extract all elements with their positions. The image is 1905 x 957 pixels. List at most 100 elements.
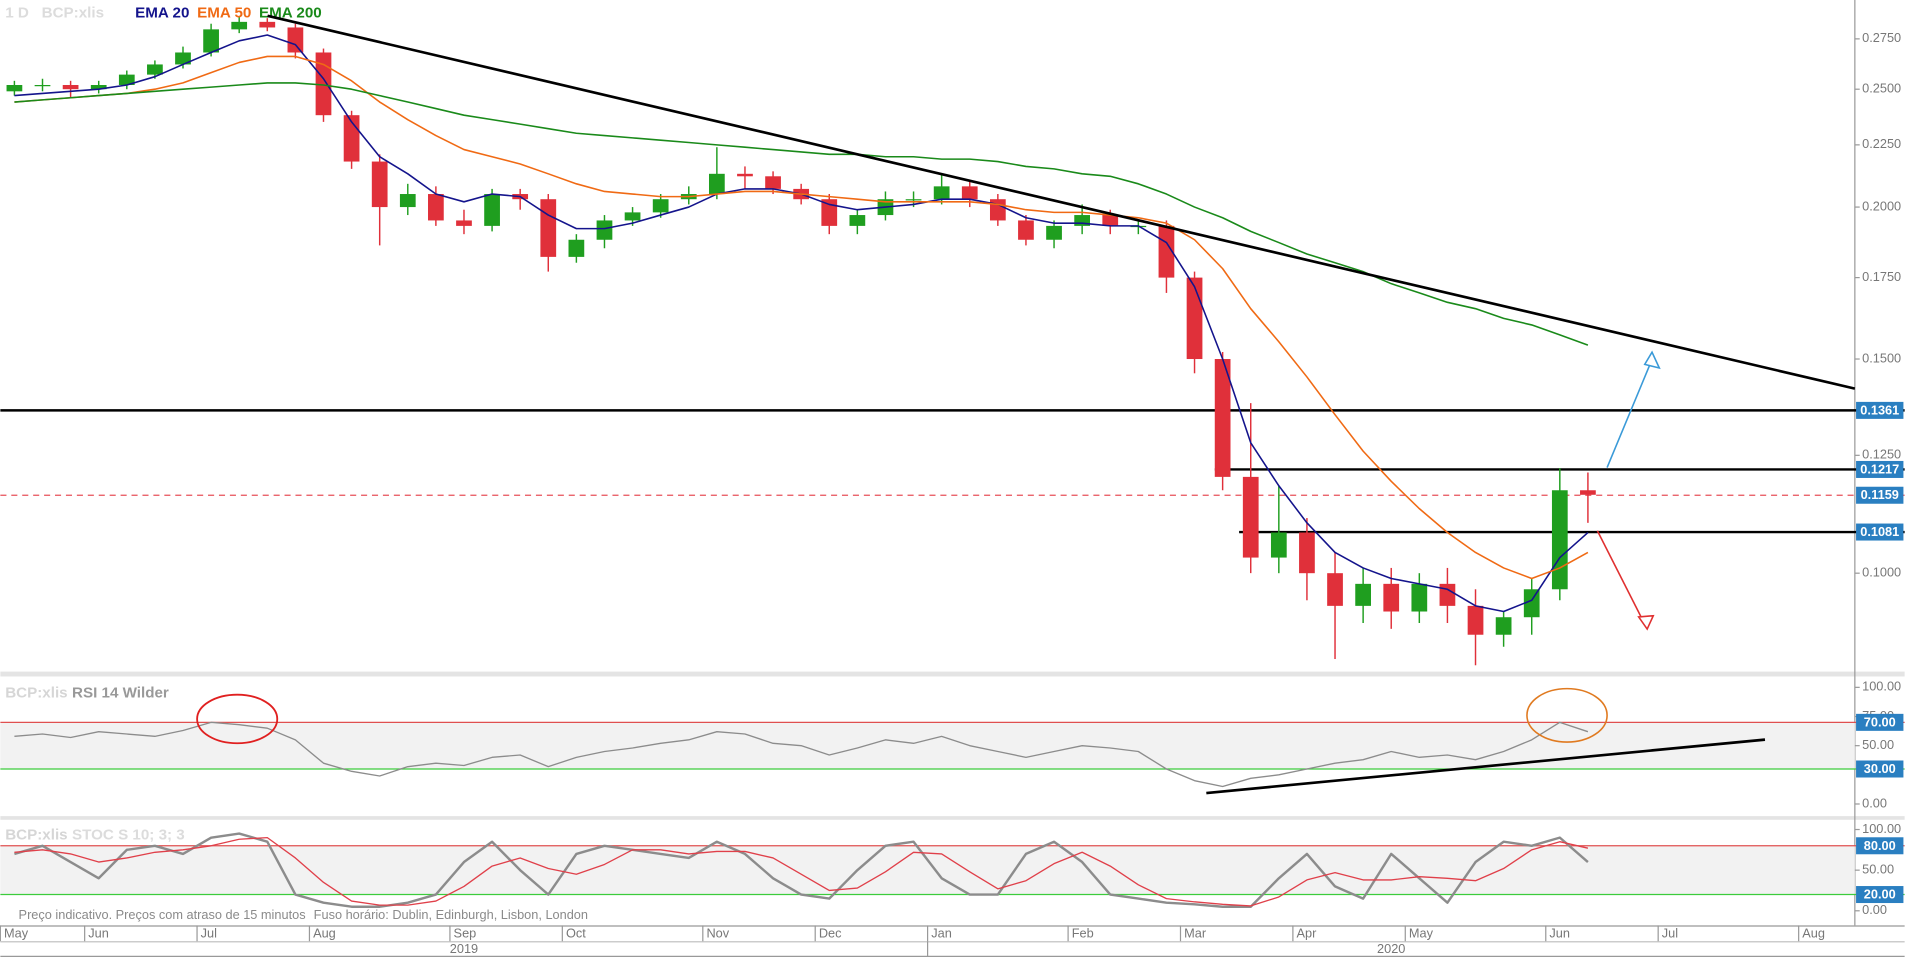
arrow-down (1596, 530, 1644, 620)
candle-body (737, 173, 753, 177)
candle-body (1018, 220, 1034, 240)
candle-body (1411, 583, 1428, 612)
candle-body (989, 199, 1006, 221)
candle-body (933, 186, 950, 200)
y-tick-label: 0.00 (1862, 795, 1887, 810)
candle-body (203, 29, 219, 53)
panel-symbol: BCP:xlis (5, 684, 67, 701)
candle-body (1355, 583, 1371, 606)
candle-body (1299, 532, 1315, 574)
highlight-circle (1526, 687, 1608, 743)
candle-body (399, 194, 416, 208)
x-tick-label: Jan (931, 925, 952, 940)
x-tick-label: Sep (454, 925, 477, 940)
candle-body (484, 194, 500, 226)
value-badge (1856, 460, 1904, 478)
x-tick-label: Dec (819, 925, 842, 940)
x-tick-label: Mar (1184, 925, 1207, 940)
value-badge-label: 0.1159 (1861, 487, 1899, 502)
legend-entry: EMA 200 (259, 4, 322, 21)
candle-body (287, 27, 304, 53)
footnote: Fuso horário: Dublin, Edinburgh, Lisbon,… (314, 907, 588, 922)
value-badge-label: 20.00 (1864, 887, 1896, 902)
value-badge (1856, 523, 1904, 541)
candle-body (765, 176, 781, 189)
candle-body (1495, 617, 1512, 635)
x-tick-label: Nov (706, 925, 729, 940)
candle-body (708, 173, 725, 195)
value-badge-label: 80.00 (1864, 838, 1896, 853)
candle-body (652, 199, 669, 213)
y-tick-label: 0.2000 (1862, 198, 1901, 213)
candle-body (1523, 589, 1540, 618)
candle-body (371, 161, 388, 208)
value-badge (1856, 401, 1904, 419)
candle-body (849, 215, 866, 226)
candle-body (118, 74, 135, 86)
y-tick-label: 0.1000 (1862, 565, 1901, 580)
panel-separator (0, 671, 1905, 677)
candle-body (1242, 476, 1259, 558)
candle-body (1551, 490, 1568, 590)
candle-body (315, 52, 332, 116)
value-badge-label: 70.00 (1864, 714, 1896, 729)
candle-body (1158, 225, 1175, 278)
x-tick-label: Jul (201, 925, 217, 940)
x-tick-label: May (1409, 925, 1434, 940)
panel-title: STOC S 10; 3; 3 (72, 827, 185, 844)
x-tick-label: Apr (1297, 925, 1318, 940)
indicator-line (14, 836, 1589, 907)
value-badge-label: 0.1217 (1860, 461, 1899, 476)
panel-title: RSI 14 Wilder (72, 684, 169, 701)
y-tick-label: 0.1250 (1862, 447, 1901, 462)
ema-line (14, 34, 1589, 613)
x-tick-label: Aug (1802, 925, 1825, 940)
ema-line (14, 82, 1589, 346)
y-tick-label: 0.2750 (1862, 30, 1901, 45)
candle-body (1102, 215, 1119, 226)
value-badge (1856, 713, 1904, 731)
layers: BCP:xlis RSI 14 Wilder BCP:xlis STOC S 10; … (0, 4, 1905, 922)
y-tick-label: 0.2250 (1862, 136, 1901, 151)
x-tick-label: Jun (88, 925, 109, 940)
candle-body (1580, 490, 1596, 495)
annotations (196, 14, 1856, 795)
candle-body (568, 239, 585, 257)
candle-body (540, 199, 557, 257)
value-badge-label: 0.1361 (1860, 402, 1899, 417)
arrow-head (1637, 614, 1655, 631)
candle-body (175, 52, 191, 65)
candle-body (456, 220, 472, 226)
symbol: BCP:xlis (42, 4, 104, 21)
candle-body (1046, 225, 1062, 240)
candle-body (90, 85, 107, 90)
candle-body (1214, 359, 1231, 477)
candle-body (624, 212, 641, 221)
candle-body (259, 21, 276, 28)
candle-body (231, 21, 248, 30)
candle-body (1327, 573, 1343, 606)
candle-body (147, 64, 163, 75)
legend-entry: EMA 20 (135, 4, 189, 21)
x-tick-label: Feb (1072, 925, 1094, 940)
arrow-head (1643, 350, 1661, 370)
arrow-up (1606, 359, 1653, 468)
candle-body (961, 186, 978, 200)
y-tick-label: 0.00 (1862, 902, 1887, 917)
footnote: Preço indicativo. Preços com atraso de 1… (19, 907, 306, 922)
highlight-circle (196, 693, 279, 745)
y-tick-label: 0.1500 (1862, 350, 1901, 365)
y-tick-label: 50.00 (1862, 737, 1894, 752)
value-badge-label: 0.1081 (1860, 524, 1899, 539)
candle-body (6, 85, 23, 92)
x-tick-label: Aug (313, 925, 336, 940)
panel-separator (0, 816, 1905, 820)
trend-line (1206, 738, 1766, 795)
x-tick-label: Jul (1662, 925, 1678, 940)
value-badge (1856, 837, 1904, 855)
y-tick-label: 0.1750 (1862, 269, 1901, 284)
candle-body (1186, 277, 1203, 360)
candle-body (1074, 215, 1091, 226)
